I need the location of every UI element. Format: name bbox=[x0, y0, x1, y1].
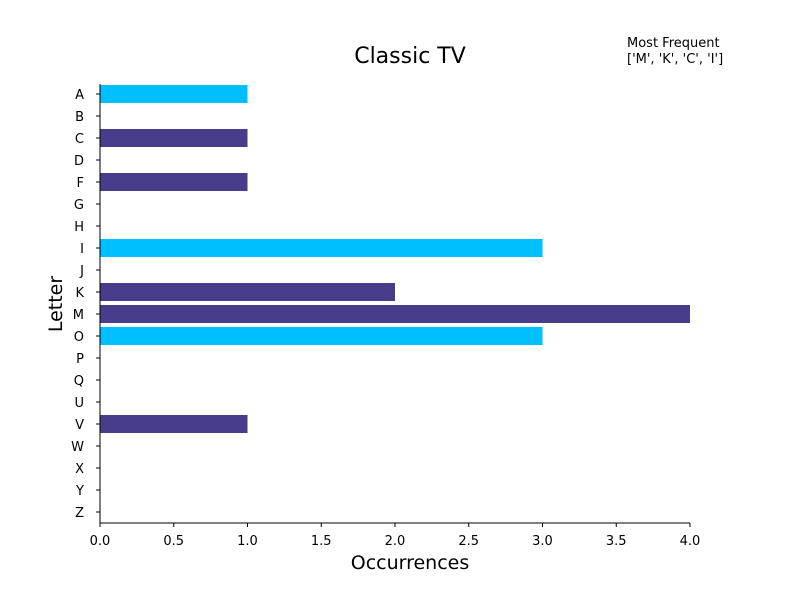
y-tick-label: K bbox=[75, 286, 84, 301]
y-tick-label: F bbox=[77, 176, 84, 191]
y-tick-label: V bbox=[75, 418, 84, 433]
y-tick-label: O bbox=[74, 330, 84, 345]
y-tick-label: P bbox=[76, 352, 84, 367]
bar-f bbox=[100, 173, 248, 191]
bar-k bbox=[100, 283, 395, 301]
x-tick-label: 4.0 bbox=[680, 534, 701, 549]
y-tick-label: Q bbox=[74, 374, 84, 389]
bar-c bbox=[100, 129, 248, 147]
bar-a bbox=[100, 85, 248, 103]
y-tick-label: G bbox=[74, 198, 84, 213]
y-tick-label: D bbox=[74, 154, 84, 169]
bar-i bbox=[100, 239, 543, 257]
y-tick-label: Y bbox=[75, 484, 84, 499]
x-tick-label: 0.5 bbox=[163, 534, 184, 549]
bar-m bbox=[100, 305, 690, 323]
y-tick-label: Z bbox=[75, 506, 84, 521]
most-frequent-title: Most Frequent bbox=[627, 36, 720, 51]
x-tick-label: 1.0 bbox=[237, 534, 258, 549]
bar-o bbox=[100, 327, 543, 345]
x-tick-label: 1.5 bbox=[311, 534, 332, 549]
y-tick-label: W bbox=[71, 440, 84, 455]
bars-group bbox=[100, 85, 690, 433]
bar-v bbox=[100, 415, 248, 433]
y-tick-label: B bbox=[75, 110, 84, 125]
chart-title: Classic TV bbox=[354, 44, 466, 69]
x-tick-label: 0.0 bbox=[90, 534, 111, 549]
y-tick-label: A bbox=[75, 88, 84, 103]
x-tick-label: 3.5 bbox=[606, 534, 627, 549]
y-tick-label: I bbox=[80, 242, 84, 257]
x-tick-label: 3.0 bbox=[532, 534, 553, 549]
y-tick-label: C bbox=[75, 132, 84, 147]
y-tick-label: H bbox=[74, 220, 84, 235]
x-tick-label: 2.0 bbox=[385, 534, 406, 549]
y-tick-label: X bbox=[75, 462, 84, 477]
x-axis-label: Occurrences bbox=[351, 552, 470, 574]
x-ticks-group: 0.0 0.5 1.0 1.5 2.0 2.5 3.0 3.5 4.0 bbox=[90, 523, 701, 549]
y-tick-label: J bbox=[79, 264, 84, 279]
x-tick-label: 2.5 bbox=[458, 534, 479, 549]
most-frequent-value: ['M', 'K', 'C', 'I'] bbox=[627, 52, 723, 67]
y-tick-label: M bbox=[73, 308, 84, 323]
y-axis-label: Letter bbox=[45, 276, 67, 333]
y-tick-label: U bbox=[74, 396, 84, 411]
